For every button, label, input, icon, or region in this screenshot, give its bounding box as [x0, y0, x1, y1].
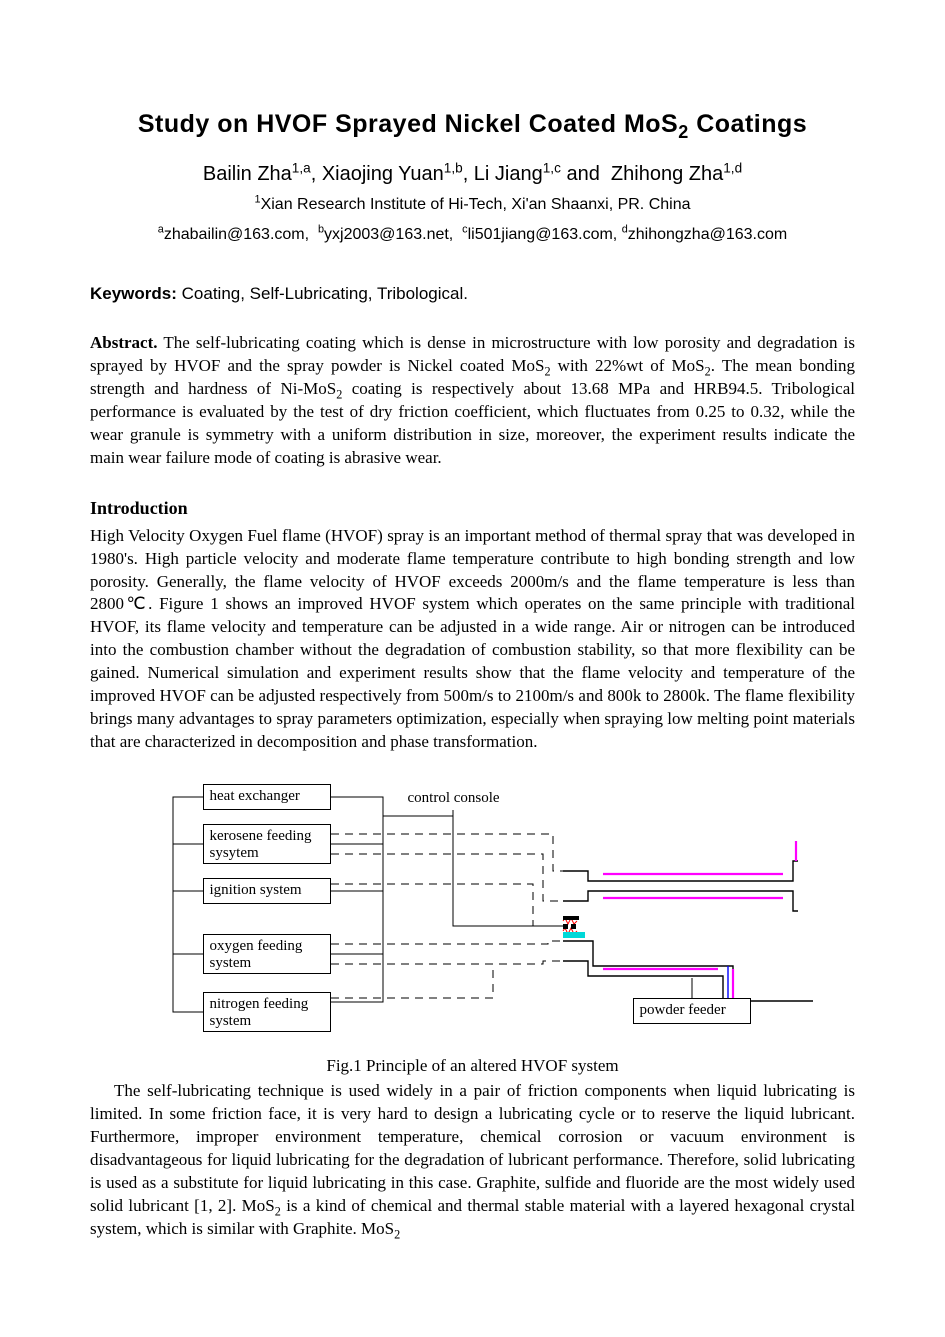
keywords-line: Keywords: Coating, Self-Lubricating, Tri… — [90, 284, 855, 304]
diagram-node-ignition: ignition system — [203, 878, 331, 904]
diagram-node-kerosene: kerosene feedingsysytem — [203, 824, 331, 864]
figure-1: heat exchanger kerosene feedingsysytem ign… — [133, 766, 813, 1076]
authors-line: Bailin Zha1,a, Xiaojing Yuan1,b, Li Jian… — [90, 163, 855, 186]
diagram-node-powder_feeder: powder feeder — [633, 998, 751, 1024]
keywords-label: Keywords: — [90, 284, 177, 303]
diagram-node-control_console: control console — [408, 790, 500, 807]
hvof-system-diagram: heat exchanger kerosene feedingsysytem ign… — [133, 766, 813, 1056]
intro-paragraph: High Velocity Oxygen Fuel flame (HVOF) s… — [90, 525, 855, 754]
section-heading-introduction: Introduction — [90, 498, 855, 519]
post-figure-paragraph: The self-lubricating technique is used w… — [90, 1080, 855, 1241]
abstract-paragraph: Abstract. The self-lubricating coating w… — [90, 332, 855, 470]
diagram-node-heat_exchanger: heat exchanger — [203, 784, 331, 810]
diagram-node-nitrogen: nitrogen feedingsystem — [203, 992, 331, 1032]
abstract-text: The self-lubricating coating which is de… — [90, 333, 855, 467]
page: Study on HVOF Sprayed Nickel Coated MoS2… — [0, 0, 945, 1311]
figure-1-caption: Fig.1 Principle of an altered HVOF syste… — [133, 1056, 813, 1076]
keywords-text: Coating, Self-Lubricating, Tribological. — [177, 284, 468, 303]
diagram-node-oxygen: oxygen feedingsystem — [203, 934, 331, 974]
emails-line: azhabailin@163.com, byxj2003@163.net, cl… — [90, 226, 855, 244]
paper-title: Study on HVOF Sprayed Nickel Coated MoS2… — [90, 110, 855, 139]
abstract-label: Abstract. — [90, 333, 158, 352]
affiliation-line: 1Xian Research Institute of Hi-Tech, Xi'… — [90, 196, 855, 214]
